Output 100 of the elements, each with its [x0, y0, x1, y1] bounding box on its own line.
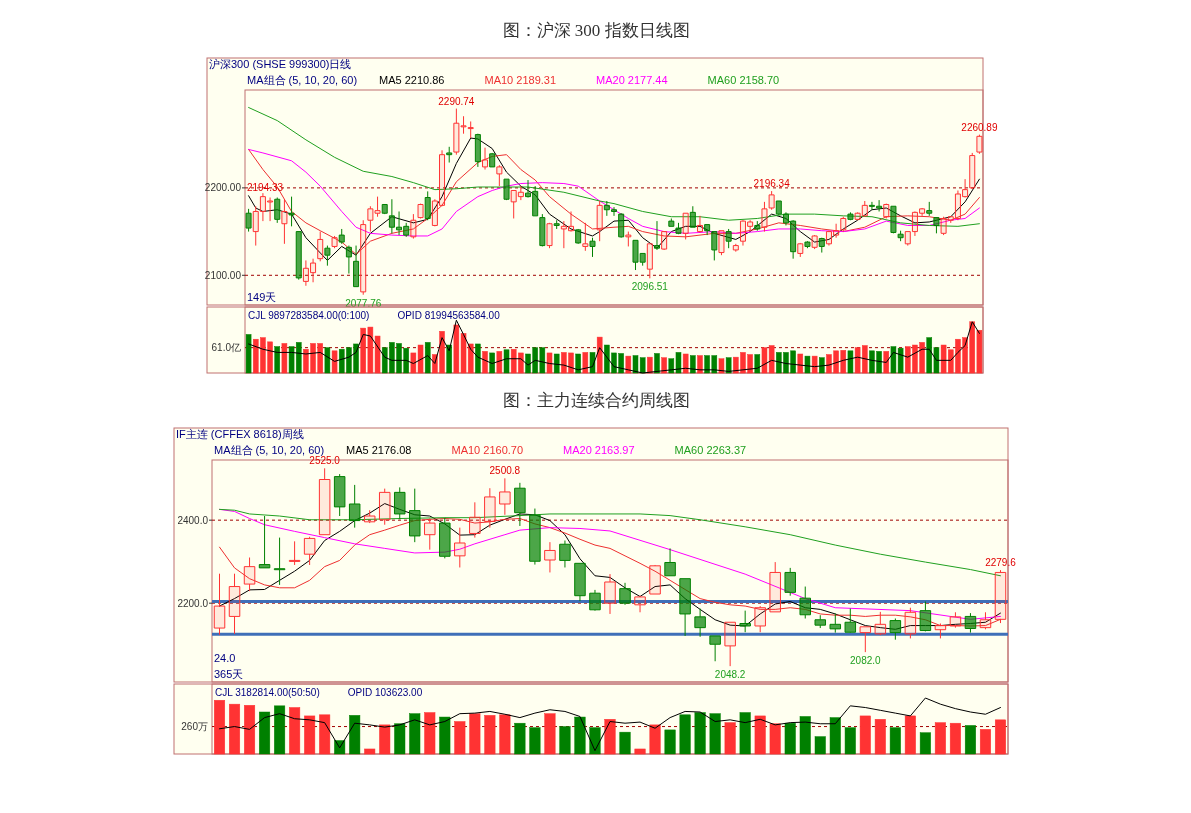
candlestick: [799, 586, 811, 620]
bar: [994, 719, 1006, 755]
candlestick: [367, 205, 374, 233]
bar: [484, 715, 496, 755]
candlestick: [317, 231, 324, 262]
candlestick: [439, 149, 446, 207]
candlestick: [489, 152, 496, 168]
chart-title: 图：主力连续合约周线图: [502, 391, 690, 410]
candlestick: [482, 147, 489, 171]
bar: [289, 707, 301, 755]
candlestick: [453, 108, 460, 156]
legend-title: MA组合 (5, 10, 20, 60): [214, 444, 325, 456]
candlestick: [883, 203, 890, 219]
candlestick: [718, 230, 725, 256]
candlestick: [575, 228, 582, 245]
candlestick: [259, 192, 266, 222]
bar: [503, 349, 510, 374]
candlestick: [747, 219, 754, 232]
candlestick: [393, 486, 406, 520]
y-tick-label: 2200.0: [177, 597, 209, 609]
bar: [529, 727, 541, 755]
candlestick: [281, 198, 288, 245]
candlestick: [353, 245, 360, 288]
candlestick: [288, 196, 295, 227]
bar: [409, 713, 421, 755]
bar: [469, 713, 481, 755]
candlestick: [410, 213, 417, 240]
candlestick: [754, 220, 761, 232]
text: MA5 2176.08: [346, 444, 412, 456]
bar: [454, 721, 466, 755]
candlestick: [969, 152, 976, 190]
candlestick: [258, 515, 271, 569]
bar: [244, 705, 256, 755]
bar: [883, 351, 890, 374]
y-tick-label: 2100.00: [204, 269, 242, 281]
candlestick: [818, 237, 825, 254]
bar: [446, 344, 452, 374]
candlestick: [954, 190, 961, 221]
chart-subtitle: 沪深300 (SHSE 999300)日线: [209, 58, 352, 70]
annotation: 2194.33: [247, 181, 284, 193]
bar: [799, 716, 811, 755]
candlestick: [467, 120, 474, 139]
candlestick: [664, 547, 676, 577]
candlestick: [469, 501, 481, 539]
candlestick: [424, 518, 436, 551]
bar: [281, 343, 288, 374]
y-tick-label: 2200.00: [204, 182, 242, 194]
bar: [259, 711, 271, 755]
candlestick: [596, 200, 603, 242]
candlestick: [844, 608, 857, 634]
candlestick: [288, 540, 301, 566]
candlestick: [378, 488, 391, 526]
candlestick: [711, 231, 718, 261]
candlestick: [539, 213, 546, 247]
candlestick: [689, 205, 696, 228]
legend-title: MA组合 (5, 10, 20, 60): [247, 74, 358, 86]
bar: [424, 342, 431, 374]
bar: [949, 722, 961, 755]
candlestick: [926, 201, 933, 217]
candlestick: [439, 517, 451, 559]
candlestick: [840, 216, 847, 233]
candlestick: [568, 210, 575, 233]
bar: [229, 703, 241, 755]
candlestick: [544, 541, 556, 573]
candlestick: [739, 610, 751, 633]
candlestick: [825, 230, 832, 247]
candlestick: [814, 614, 827, 629]
candlestick: [933, 217, 940, 234]
candlestick: [649, 564, 661, 595]
candlestick: [739, 219, 746, 247]
ref-line-label: 260万: [181, 721, 208, 733]
candlestick: [243, 557, 256, 592]
candlestick: [514, 482, 526, 527]
chart-title: 图：沪深 300 指数日线图: [502, 21, 690, 40]
candlestick: [797, 242, 804, 258]
bar: [439, 716, 451, 755]
bar: [559, 726, 571, 755]
bar: [709, 713, 721, 755]
text: MA60 2158.70: [707, 74, 780, 86]
candlestick: [661, 231, 668, 251]
candlestick: [732, 243, 739, 253]
candlestick: [303, 536, 316, 566]
candlestick: [784, 567, 796, 597]
bar: [634, 748, 646, 755]
candlestick: [994, 569, 1007, 624]
candlestick: [625, 231, 632, 247]
line-series: [248, 148, 980, 237]
candlestick: [333, 473, 346, 517]
candlestick: [696, 215, 703, 233]
candlestick: [804, 240, 811, 249]
candlestick: [589, 589, 601, 612]
candlestick: [431, 198, 438, 227]
bar: [649, 724, 661, 755]
candlestick: [934, 622, 947, 639]
candlestick: [847, 211, 854, 221]
candlestick: [769, 561, 781, 613]
bar: [574, 716, 586, 755]
candlestick: [619, 582, 631, 606]
candlestick: [768, 190, 775, 211]
candlestick: [962, 178, 969, 198]
